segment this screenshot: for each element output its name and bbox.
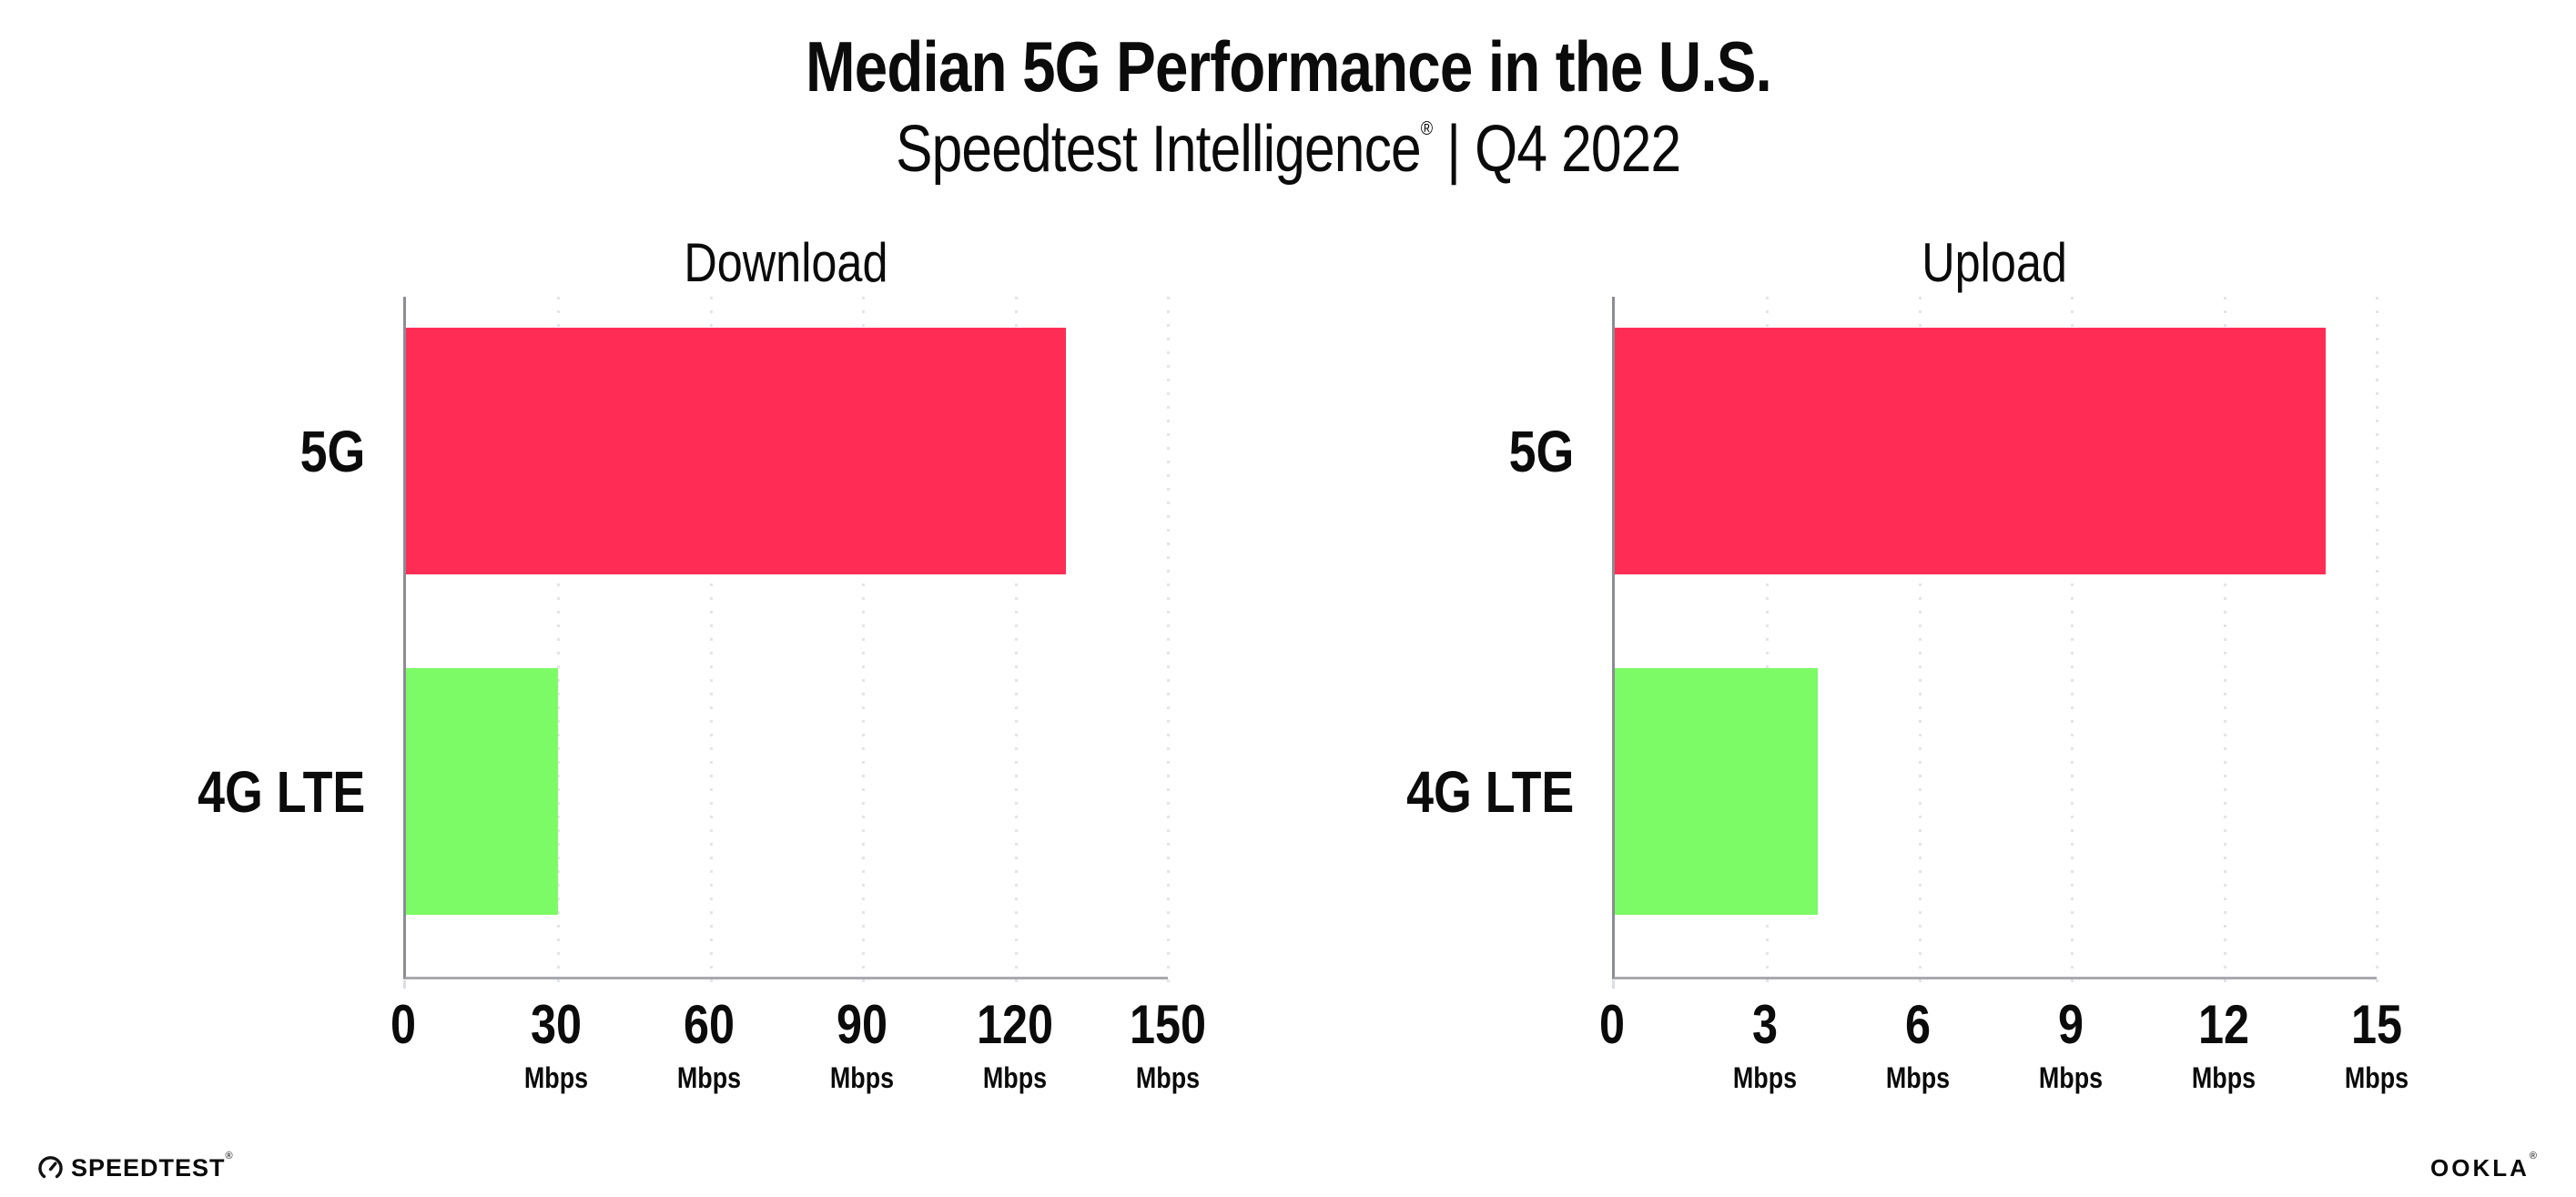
footer: SPEEDTEST® OOKLA® bbox=[38, 1151, 2540, 1182]
subtitle-brand: Speedtest Intelligence bbox=[895, 113, 1422, 187]
axis-zero-tick bbox=[403, 980, 406, 989]
x-tick-unit: Mbps bbox=[523, 1061, 589, 1094]
x-tick-unit: Mbps bbox=[2344, 1061, 2409, 1094]
x-tick-30: 30 Mbps bbox=[518, 994, 594, 1094]
header: Median 5G Performance in the U.S. Speedt… bbox=[0, 26, 2576, 187]
x-tick-value: 150 bbox=[1129, 994, 1207, 1055]
gridline bbox=[1014, 297, 1018, 989]
category-labels: 5G 4G LTE bbox=[103, 297, 403, 979]
plot-area bbox=[403, 297, 1170, 989]
registered-trademark-icon: ® bbox=[1420, 117, 1433, 140]
upload-chart-body: 5G 4G LTE bbox=[1312, 297, 2378, 989]
speedtest-gauge-icon bbox=[38, 1156, 63, 1179]
x-axis-labels: 0 3 Mbps 6 Mbps 9 Mbps 12 Mbps 15 Mbps bbox=[1599, 994, 2409, 1143]
x-tick-value: 12 bbox=[2197, 994, 2250, 1055]
x-tick-value: 0 bbox=[1598, 994, 1626, 1055]
upload-chart-title: Upload bbox=[1922, 232, 2067, 293]
gridline bbox=[1918, 297, 1922, 989]
download-chart: Download 5G 4G LTE 0 30 Mbps 60 Mbps 90 Mbps 120… bbox=[103, 229, 1206, 1143]
bar-5g bbox=[406, 328, 1067, 574]
ookla-logo: OOKLA® bbox=[2430, 1151, 2540, 1182]
x-tick-9: 9 Mbps bbox=[2033, 994, 2109, 1094]
x-tick-value: 120 bbox=[976, 994, 1054, 1055]
x-tick-unit: Mbps bbox=[676, 1061, 742, 1094]
x-tick-unit: Mbps bbox=[1135, 1061, 1201, 1094]
x-tick-value: 60 bbox=[683, 994, 735, 1055]
x-tick-150: 150 Mbps bbox=[1122, 994, 1213, 1094]
bar-5g bbox=[1615, 328, 2327, 574]
x-tick-90: 90 Mbps bbox=[824, 994, 900, 1094]
page-title: Median 5G Performance in the U.S. bbox=[805, 26, 1772, 107]
x-tick-12: 12 Mbps bbox=[2186, 994, 2262, 1094]
bar-4g-lte bbox=[1615, 668, 1819, 915]
category-label-4g-lte: 4G LTE bbox=[197, 758, 365, 825]
gridline bbox=[1766, 297, 1770, 989]
gridline bbox=[2376, 297, 2378, 989]
gridline bbox=[709, 297, 713, 989]
speedtest-registered-icon: ® bbox=[225, 1151, 234, 1161]
gridline bbox=[2223, 297, 2226, 989]
charts-row: Download 5G 4G LTE 0 30 Mbps 60 Mbps 90 Mbps 120… bbox=[103, 229, 2409, 1143]
bar-4g-lte bbox=[406, 668, 559, 915]
x-tick-value: 15 bbox=[2350, 994, 2403, 1055]
gridline bbox=[2071, 297, 2074, 989]
x-tick-unit: Mbps bbox=[982, 1061, 1048, 1094]
gridline bbox=[557, 297, 561, 989]
x-tick-6: 6 Mbps bbox=[1880, 994, 1956, 1094]
x-tick-value: 0 bbox=[390, 994, 417, 1055]
category-label-5g: 5G bbox=[299, 418, 365, 484]
page-subtitle: Speedtest Intelligence® | Q4 2022 bbox=[0, 114, 2576, 186]
x-tick-value: 30 bbox=[530, 994, 583, 1055]
gridline bbox=[1167, 297, 1170, 989]
x-tick-0: 0 bbox=[1597, 998, 1627, 1052]
x-axis-labels: 0 30 Mbps 60 Mbps 90 Mbps 120 Mbps 150 Mbps bbox=[390, 994, 1206, 1143]
x-tick-value: 9 bbox=[2057, 994, 2084, 1055]
download-chart-body: 5G 4G LTE bbox=[103, 297, 1170, 989]
subtitle-period: | Q4 2022 bbox=[1432, 113, 1681, 187]
x-tick-0: 0 bbox=[388, 998, 418, 1052]
x-tick-60: 60 Mbps bbox=[671, 994, 747, 1094]
category-label-4g-lte: 4G LTE bbox=[1405, 758, 1574, 825]
x-tick-unit: Mbps bbox=[2038, 1061, 2104, 1094]
x-tick-15: 15 Mbps bbox=[2338, 994, 2415, 1094]
axis-zero-tick bbox=[1612, 980, 1615, 989]
ookla-registered-icon: ® bbox=[2529, 1151, 2540, 1162]
x-tick-unit: Mbps bbox=[1885, 1061, 1951, 1094]
x-tick-value: 3 bbox=[1751, 994, 1779, 1055]
plot-area bbox=[1612, 297, 2378, 989]
x-tick-120: 120 Mbps bbox=[969, 994, 1060, 1094]
speedtest-logo: SPEEDTEST® bbox=[38, 1151, 234, 1182]
x-tick-value: 90 bbox=[836, 994, 888, 1055]
x-tick-unit: Mbps bbox=[829, 1061, 895, 1094]
category-label-5g: 5G bbox=[1508, 418, 1574, 484]
x-tick-3: 3 Mbps bbox=[1727, 994, 1803, 1094]
upload-chart: Upload 5G 4G LTE 0 3 Mbps 6 Mbps 9 Mbps 12 Mbps 15… bbox=[1312, 229, 2409, 1143]
gridline bbox=[862, 297, 866, 989]
download-chart-title: Download bbox=[683, 232, 888, 293]
x-tick-unit: Mbps bbox=[1732, 1061, 1798, 1094]
x-tick-value: 6 bbox=[1904, 994, 1932, 1055]
ookla-wordmark: OOKLA bbox=[2430, 1154, 2530, 1182]
x-tick-unit: Mbps bbox=[2191, 1061, 2257, 1094]
speedtest-wordmark: SPEEDTEST® bbox=[71, 1151, 234, 1182]
category-labels: 5G 4G LTE bbox=[1312, 297, 1612, 979]
